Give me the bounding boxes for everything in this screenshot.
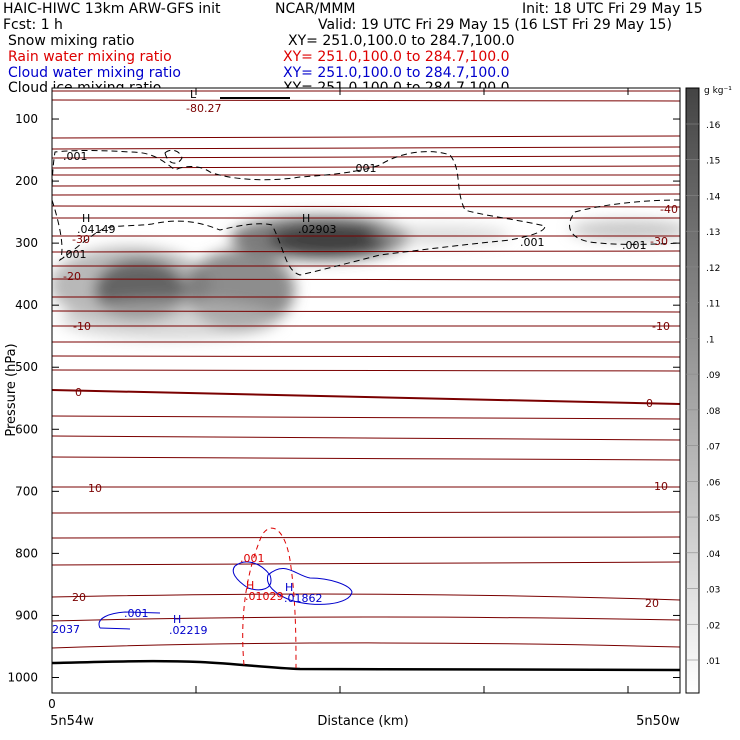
low-marker: L [190, 88, 197, 101]
colorbar-tick-label: .14 [706, 192, 721, 202]
y-axis-label: Pressure (hPa) [4, 343, 19, 436]
cloud-water-max-value-1: .01862 [284, 592, 323, 605]
colorbar-tick-label: .1 [706, 335, 715, 345]
snow-max-marker-1: H [82, 212, 90, 225]
field-xy-rain: XY= 251.0,100.0 to 284.7,100.0 [283, 49, 510, 65]
snow-max-value-1: .04149 [77, 223, 116, 236]
cloud-water-contour-label: .001 [124, 607, 149, 620]
cloud-water-contour [98, 561, 353, 630]
cloud-water-max-marker-2: H [173, 613, 181, 626]
temp-label-0-left: 0 [75, 386, 82, 399]
cloud-ice-contour [52, 149, 680, 276]
y-tick-label: 800 [15, 546, 38, 560]
colorbar-tick-label: .13 [706, 228, 720, 238]
temp-label-20-right: 20 [645, 597, 659, 610]
colorbar-tick-label: .08 [706, 407, 721, 417]
temp-label-minus10-right: -10 [652, 320, 670, 333]
y-tick-label: 100 [15, 112, 38, 126]
rain-contour [242, 527, 297, 669]
temp-label-minus30-right: -30 [650, 235, 668, 248]
ice-contour-label-3: .001 [520, 236, 545, 249]
field-name-rain: Rain water mixing ratio [8, 49, 172, 65]
field-xy-cloud-water: XY= 251.0,100.0 to 284.7,100.0 [283, 65, 510, 81]
x-axis-label: Distance (km) [317, 714, 408, 729]
forecast-hour: Fcst: 1 h [3, 17, 63, 33]
x-right-location: 5n50w [636, 714, 680, 729]
colorbar-tick-label: .03 [706, 586, 720, 596]
field-name-cloud-water: Cloud water mixing ratio [8, 65, 181, 81]
chart-title: HAIC-HIWC 13km ARW-GFS init [3, 1, 221, 17]
rain-max-value: .01029 [245, 590, 284, 603]
valid-time: Valid: 19 UTC Fri 29 May 15 (16 LST Fri … [318, 17, 672, 33]
colorbar-tick-label: .02 [706, 621, 720, 631]
rain-max-marker: H [246, 579, 254, 592]
field-name-snow: Snow mixing ratio [8, 33, 135, 49]
colorbar-tick-label: .12 [706, 264, 720, 274]
ice-contour-label-2: .001 [352, 162, 377, 175]
colorbar-tick-label: .01 [706, 657, 720, 667]
x-axis-ticks [195, 88, 629, 693]
init-time: Init: 18 UTC Fri 29 May 15 [522, 1, 703, 17]
y-tick-label: 300 [15, 236, 38, 250]
snow-max-value-2: .02903 [298, 223, 337, 236]
ice-contour-label-1: .001 [63, 150, 88, 163]
y-tick-label: 600 [15, 422, 38, 436]
low-value: -80.27 [186, 102, 221, 115]
rain-contour-label: .001 [240, 552, 265, 565]
cloud-water-edge-value: 2037 [52, 623, 80, 636]
temp-label-0-right: 0 [646, 397, 653, 410]
colorbar-tick-label: .07 [706, 443, 720, 453]
cloud-water-max-marker-1: H [285, 581, 293, 594]
ground-line [52, 659, 680, 672]
field-xy-snow: XY= 251.0,100.0 to 284.7,100.0 [288, 33, 515, 49]
temp-label-10-left: 10 [88, 482, 102, 495]
temp-label-minus40: -40 [660, 203, 678, 216]
y-tick-label: 700 [15, 484, 38, 498]
snow-shading [52, 216, 680, 340]
ice-contour-label-4: .001 [622, 239, 647, 252]
colorbar-tick-label: .05 [706, 514, 720, 524]
colorbar-tick-label: .16 [706, 121, 721, 131]
y-tick-label: 500 [15, 360, 38, 374]
cloud-water-max-value-2: .02219 [169, 624, 208, 637]
org-label: NCAR/MMM [275, 1, 356, 17]
y-tick-label: 200 [15, 174, 38, 188]
colorbar-tick-label: .09 [706, 371, 721, 381]
x-left-location: 5n54w [50, 714, 94, 729]
y-tick-label: 400 [15, 298, 38, 312]
ice-contour-label-5: .001 [62, 248, 87, 261]
colorbar-tick-label: .04 [706, 550, 721, 560]
colorbar-unit: g kg⁻¹ [704, 86, 732, 96]
colorbar: .01 .02 .03 .04 .05 .06 .07 .08 .09 .1 .11 .12 .13 .1… [685, 86, 732, 694]
colorbar-tick-label: .15 [706, 157, 720, 167]
x-tick-zero: 0 [48, 697, 56, 711]
temp-label-minus30-left: -30 [72, 233, 90, 246]
y-tick-label: 900 [15, 608, 38, 622]
temp-label-10-right: 10 [654, 480, 668, 493]
colorbar-tick-label: .06 [706, 478, 721, 488]
colorbar-tick-label: .11 [706, 300, 720, 310]
temp-label-minus20: -20 [63, 270, 81, 283]
plot-frame [51, 87, 681, 694]
temp-label-minus10-left: -10 [73, 320, 91, 333]
snow-max-marker-2: H [302, 212, 310, 225]
y-tick-label: 1000 [7, 670, 38, 684]
temp-label-20-left: 20 [72, 591, 86, 604]
